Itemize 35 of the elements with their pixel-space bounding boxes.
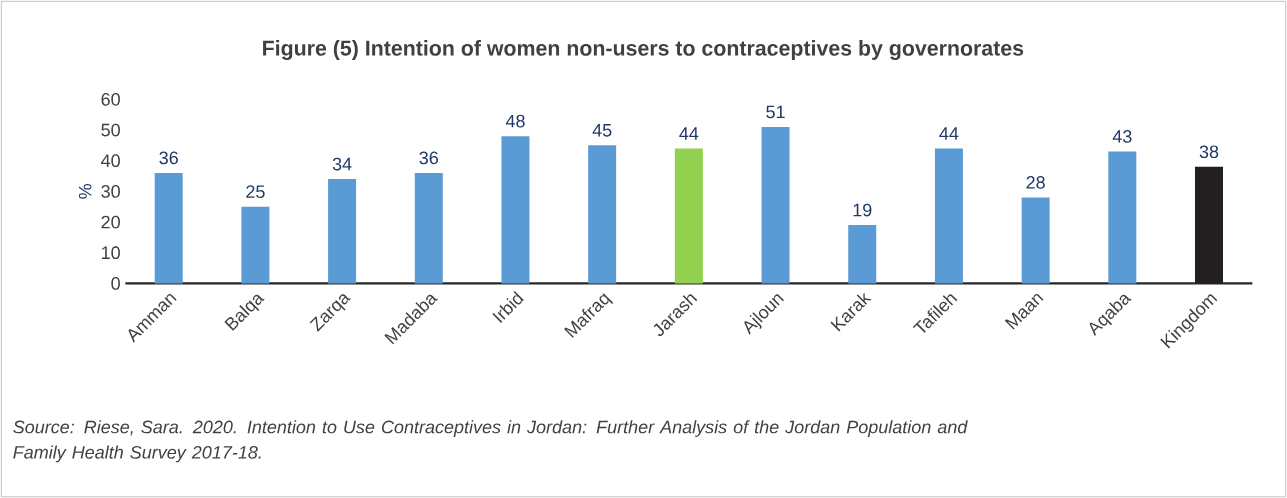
data-label: 36: [159, 151, 178, 165]
data-label: 36: [419, 151, 439, 165]
bar: [934, 148, 963, 284]
bar: [328, 179, 357, 284]
bar: [588, 145, 617, 284]
bar: [1021, 197, 1050, 284]
y-axis-title: %: [78, 183, 92, 199]
bar: [761, 126, 790, 284]
data-label: 19: [853, 203, 872, 217]
bar: [241, 206, 270, 284]
data-label: 48: [505, 114, 525, 128]
bar: [154, 172, 183, 284]
bar: [848, 225, 877, 284]
bar: [674, 148, 703, 284]
bar: [414, 172, 443, 284]
bar: [1108, 151, 1137, 284]
chart-title: Figure (5) Intention of women non-users to contraceptives by governorates: [263, 39, 1024, 60]
text: Source: Riese, Sara. 2020. Intention to Use Contraceptives in Jordan: Further Analysis of the Jordan Population and Family Health Survey 2017-18.: [13, 420, 968, 463]
data-label: 28: [1026, 175, 1045, 189]
y-tick-label: 0: [111, 276, 120, 290]
data-label: 34: [332, 157, 352, 171]
data-label: 45: [592, 124, 612, 137]
data-label: 38: [1199, 145, 1219, 159]
y-tick-label: 10: [102, 246, 120, 260]
data-label: 44: [939, 127, 959, 140]
y-tick-label: 20: [101, 215, 120, 229]
y-tick-label: 50: [101, 123, 120, 137]
data-label: 43: [1112, 129, 1132, 143]
bar: [501, 136, 530, 284]
y-tick-label: 60: [101, 92, 120, 106]
y-tick-label: 40: [101, 154, 120, 167]
data-label: 44: [679, 127, 699, 140]
data-label: 25: [246, 185, 265, 198]
y-tick-label: 30: [101, 184, 120, 198]
data-label: 51: [766, 105, 785, 119]
